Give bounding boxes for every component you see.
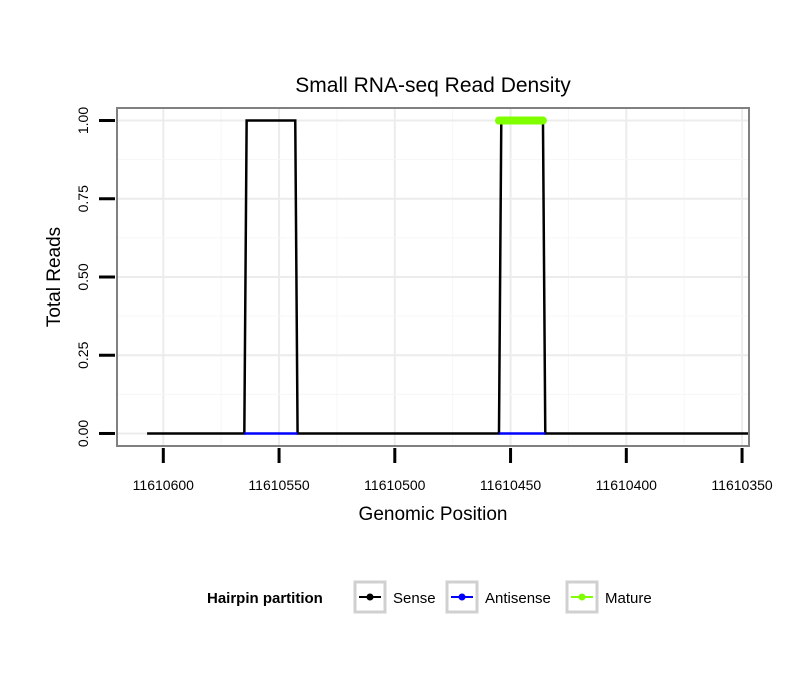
legend-item-sense: Sense — [353, 580, 436, 614]
series-sense-line — [147, 119, 749, 435]
legend-item-antisense: Antisense — [445, 580, 551, 614]
x-tick-label: 11610350 — [711, 477, 772, 493]
legend-label: Sense — [393, 590, 436, 607]
x-tick-label: 11610600 — [133, 477, 194, 493]
x-tick-label: 11610400 — [596, 477, 657, 493]
legend-title: Hairpin partition — [207, 590, 323, 607]
y-tick-label: 0.25 — [75, 341, 91, 368]
legend-item-mature: Mature — [565, 580, 652, 614]
y-tick-label: 0.50 — [75, 263, 91, 290]
chart-title: Small RNA-seq Read Density — [295, 74, 571, 97]
y-tick-label: 0.75 — [75, 185, 91, 212]
x-tick-label: 11610500 — [364, 477, 425, 493]
legend-key-point — [458, 593, 466, 601]
plot-border — [116, 107, 750, 447]
series-layer — [147, 116, 749, 435]
y-axis-label: Total Reads — [44, 227, 65, 327]
legend-label: Antisense — [485, 590, 551, 607]
x-axis-label: Genomic Position — [359, 504, 508, 525]
legend-items: Sense Antisense Mature — [353, 580, 652, 614]
legend-label: Mature — [605, 590, 652, 607]
grid-lines — [117, 108, 749, 446]
y-axis: 0.00 0.25 0.50 0.75 1.00 — [75, 107, 115, 447]
y-tick-label: 1.00 — [75, 107, 91, 134]
legend-key-point — [578, 593, 586, 601]
legend-key-point — [366, 593, 374, 601]
x-tick-label: 11610450 — [480, 477, 541, 493]
y-tick-label: 0.00 — [75, 420, 91, 447]
x-tick-label: 11610550 — [248, 477, 309, 493]
legend: Hairpin partition Sense Antisense Mature — [207, 580, 652, 614]
x-axis: 11610600 11610550 11610500 11610450 11610400… — [133, 448, 773, 493]
